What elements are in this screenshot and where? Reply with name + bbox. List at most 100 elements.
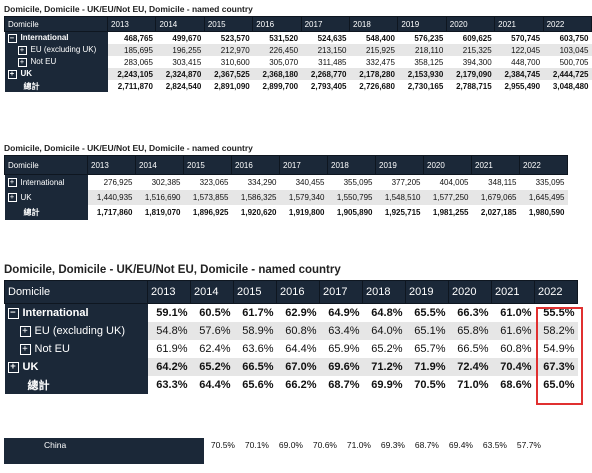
value-cell: 2,899,700 [252,80,302,92]
value-cell: 62.9% [276,303,320,322]
header-year: 2017 [319,280,363,304]
value-cell: 2,268,770 [301,68,350,80]
table-row: + UK 2,243,105 2,324,870 2,367,525 2,368,180 2… [4,68,592,80]
expand-icon[interactable]: + [19,343,31,355]
value-cell: 69.4% [442,438,476,452]
row-label-cell: 總計 [4,376,148,394]
value-cell: 65.0% [534,376,578,394]
value-cell: 1,919,800 [279,205,328,220]
value-cell: 57.6% [190,322,234,340]
value-cell: 215,325 [446,44,495,56]
expand-icon[interactable]: + [17,57,27,67]
value-cell: 2,711,870 [107,80,156,92]
value-cell: 358,125 [397,56,447,68]
value-cell: 1,920,620 [231,205,280,220]
value-cell: 69.0% [272,438,306,452]
header-year: 2015 [183,155,232,175]
header-year: 2021 [471,155,520,175]
value-cell: 603,750 [543,31,592,44]
value-cell: 70.4% [491,358,535,376]
expand-icon[interactable]: + [7,193,17,203]
row-label-cell: + International [4,174,88,190]
value-cell: 68.6% [491,376,535,394]
header-domicile: Domicile [4,280,148,304]
table-row: + Not EU 61.9% 62.4% 63.6% 64.4% 65.9% 65.2% 65.… [4,340,578,358]
value-cell: 65.1% [405,322,449,340]
value-cell: 311,485 [301,56,350,68]
row-label-cell: + EU (excluding UK) [4,322,148,340]
row-label: EU (excluding UK) [34,325,125,337]
table-row: 總計 1,717,860 1,819,070 1,896,925 1,920,620 1,… [4,205,568,220]
value-cell: 2,368,180 [252,68,302,80]
value-cell: 2,891,090 [204,80,253,92]
expand-icon[interactable]: + [19,325,31,337]
collapse-icon[interactable]: − [7,307,19,319]
row-label-cell: 總計 [4,205,88,220]
value-cell: 2,793,405 [301,80,350,92]
value-cell: 64.9% [319,303,363,322]
collapse-icon[interactable]: − [7,33,17,43]
header-year: 2020 [423,155,472,175]
value-cell: 302,385 [135,174,184,190]
data-table-3: Domicile 2013 2014 2015 2016 2017 2018 2019 2020… [4,280,578,394]
value-cell: 335,095 [519,174,568,190]
value-cell: 1,717,860 [87,205,136,220]
value-cell: 62.4% [190,340,234,358]
value-cell: 54.8% [147,322,191,340]
header-year: 2017 [300,16,351,32]
value-cell: 68.7% [408,438,442,452]
value-cell: 66.5% [448,340,492,358]
value-cell: 3,048,480 [543,80,592,92]
value-cell: 2,243,105 [107,68,156,80]
value-cell: 2,178,280 [349,68,398,80]
value-cell: 60.8% [491,340,535,358]
row-label-cell: − International [4,303,148,322]
expand-icon[interactable]: + [7,178,17,188]
value-cell: 226,450 [252,44,302,56]
expand-icon[interactable]: + [7,361,19,373]
expand-icon[interactable]: + [7,69,17,79]
value-cell: 468,765 [107,31,156,44]
value-cell: 1,645,495 [519,190,568,205]
row-label-cell: + UK [4,68,108,80]
row-label: International [20,177,65,187]
value-cell: 1,925,715 [375,205,424,220]
data-table-2: Domicile 2013 2014 2015 2016 2017 2018 2019 2020… [4,155,568,220]
value-cell: 185,695 [107,44,156,56]
value-cell: 1,516,690 [135,190,184,205]
header-year: 2019 [397,16,447,32]
header-year: 2013 [87,155,136,175]
value-cell: 340,455 [279,174,328,190]
header-domicile: Domicile [3,16,109,32]
row-label-cell: + Not EU [4,56,108,68]
row-label: UK [20,69,33,79]
data-table-1: Domicile 2013 2014 2015 2016 2017 2018 2019 2020… [3,16,592,92]
value-cell: 72.4% [448,358,492,376]
value-cell: 64.8% [362,303,406,322]
header-year: 2014 [155,16,205,32]
value-cell: 303,415 [155,56,205,68]
value-cell: 323,065 [183,174,232,190]
expand-icon[interactable]: + [17,45,27,55]
header-year: 2016 [252,16,302,32]
table-row: 總計 63.3% 64.4% 65.6% 66.2% 68.7% 69.9% 70.5% 71.… [4,376,578,394]
table-row: China 70.5% 70.1% 69.0% 70.6% 71.0% 69.3% 68.7%… [4,438,544,452]
value-cell: 2,324,870 [155,68,205,80]
value-cell: 66.2% [276,376,320,394]
value-cell: 61.9% [147,340,191,358]
table-title: Domicile, Domicile - UK/EU/Not EU, Domic… [4,264,341,276]
table-row: 總計 2,711,870 2,824,540 2,891,090 2,899,700 2,… [4,80,592,92]
value-cell: 548,400 [349,31,398,44]
value-cell: 67.3% [534,358,578,376]
header-year: 2014 [190,280,234,304]
row-label: UK [22,361,39,373]
row-label-cell: 總計 [4,80,108,92]
value-cell: 348,115 [471,174,520,190]
table-row: − International 59.1% 60.5% 61.7% 62.9% 64.9% 6… [4,303,578,322]
value-cell: 65.2% [190,358,234,376]
value-cell: 218,110 [397,44,447,56]
row-label-cell: + UK [4,358,148,376]
value-cell: 63.4% [319,322,363,340]
value-cell: 61.7% [233,303,277,322]
value-cell: 60.5% [190,303,234,322]
